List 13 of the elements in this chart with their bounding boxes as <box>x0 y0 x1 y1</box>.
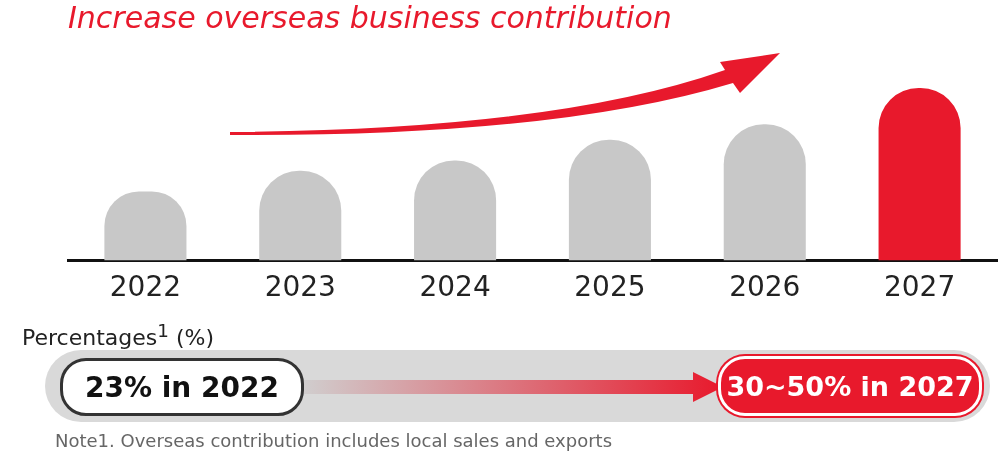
bar <box>723 124 806 261</box>
x-tick-label: 2027 <box>883 270 956 304</box>
text: 30~50% in 2027 <box>718 356 982 416</box>
text: Percentages$^{1}$ (%) <box>22 320 214 351</box>
chart-title: Increase overseas business contribution <box>68 0 672 35</box>
bar <box>878 88 961 261</box>
x-tick-label: 2025 <box>574 270 646 304</box>
x-tick-label: 2023 <box>264 270 336 304</box>
x-tick-label: 2026 <box>729 270 801 304</box>
x-tick-label: 2022 <box>109 270 182 304</box>
x-tick-label: 2024 <box>419 270 491 304</box>
text: Note1. Overseas contribution includes local sales and exports <box>55 430 613 451</box>
text: 23% in 2022 <box>60 358 304 416</box>
